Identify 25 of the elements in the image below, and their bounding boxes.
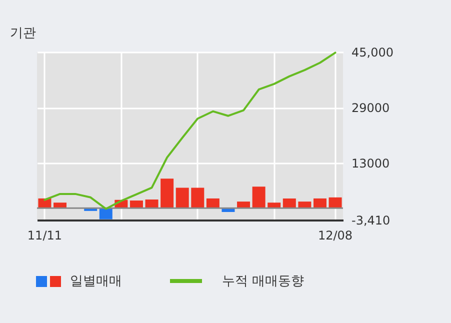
- bar: [130, 200, 143, 208]
- y-tick-label: 45,000: [352, 46, 394, 60]
- bar: [191, 188, 204, 208]
- legend-label: 일별매매: [70, 273, 122, 290]
- bar: [160, 178, 174, 208]
- bar: [252, 186, 266, 208]
- bar: [99, 208, 112, 220]
- y-tick-label: -3,410: [352, 214, 390, 228]
- x-tick-label: 11/11: [27, 228, 62, 242]
- bar: [54, 202, 67, 208]
- bar: [237, 202, 250, 208]
- bar: [206, 198, 220, 208]
- bar: [176, 188, 189, 208]
- x-tick-label: 12/08: [318, 228, 353, 242]
- legend-label: 누적 매매동향: [222, 273, 304, 290]
- bar: [282, 198, 296, 208]
- bar: [145, 199, 158, 208]
- chart-title: 기관: [10, 25, 36, 42]
- bar: [313, 198, 326, 208]
- bar: [328, 197, 342, 208]
- y-tick-label: 13000: [352, 156, 390, 171]
- line-series: [44, 52, 336, 210]
- y-tick-label: 29000: [352, 101, 390, 116]
- bar: [268, 202, 281, 208]
- bar: [298, 202, 312, 208]
